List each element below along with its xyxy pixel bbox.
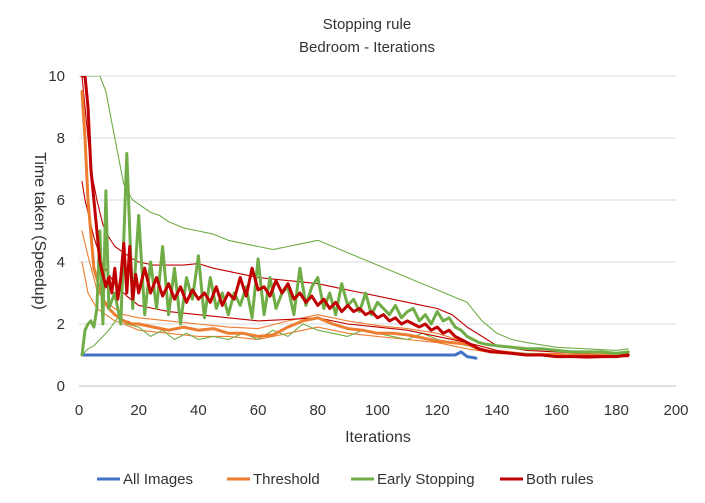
x-axis-title: Iterations [345,429,411,446]
x-tick-label: 140 [484,402,509,419]
legend-label: Threshold [253,471,320,488]
x-tick-label: 180 [604,402,629,419]
chart-title: Stopping rule [323,16,411,33]
chart-subtitle: Bedroom - Iterations [299,39,435,56]
series-line-3-thin-2 [81,76,629,351]
y-tick-label: 10 [48,68,65,85]
x-tick-label: 160 [544,402,569,419]
x-tick-label: 80 [309,402,326,419]
x-tick-label: 0 [75,402,83,419]
series-group [80,76,630,360]
series-line-3-thick-1 [80,152,630,357]
series-line-4-thin-2 [81,76,629,356]
x-tick-label: 20 [130,402,147,419]
y-tick-label: 8 [57,130,65,147]
x-tick-label: 120 [425,402,450,419]
y-tick-label: 2 [57,316,65,333]
x-tick-label: 40 [190,402,207,419]
legend: All Images Threshold Early Stopping Both ru… [97,471,594,488]
gridlines [79,75,676,325]
x-tick-label: 60 [250,402,267,419]
y-tick-label: 6 [57,192,65,209]
y-tick-label: 0 [57,378,65,395]
plot-area [80,76,630,360]
legend-label: All Images [123,471,193,488]
series-line-4-thick-1 [80,76,630,359]
series-line-1-thick-1 [80,350,478,360]
y-tick-label: 4 [57,254,65,271]
y-axis-title: Time taken (Speedup) [31,152,48,310]
x-tick-label: 200 [663,402,688,419]
x-tick-label: 100 [365,402,390,419]
series-line-2-thick-1 [80,90,630,357]
legend-label: Early Stopping [377,471,475,488]
legend-label: Both rules [526,471,594,488]
